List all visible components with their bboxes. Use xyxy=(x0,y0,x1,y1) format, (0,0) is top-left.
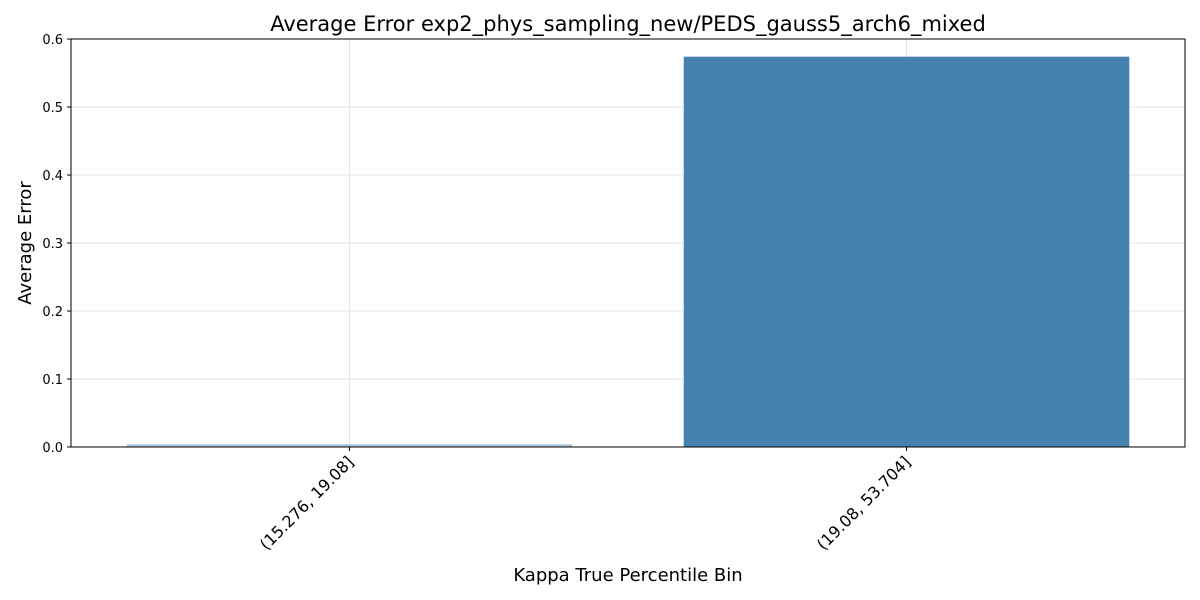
y-axis-label: Average Error xyxy=(15,181,36,305)
y-tick-label: 0.1 xyxy=(42,373,63,388)
bar xyxy=(683,56,1130,448)
y-tick-label: 0.0 xyxy=(42,441,63,456)
bar xyxy=(126,444,573,447)
x-tick-label: (19.08, 53.704] xyxy=(813,452,914,553)
bars xyxy=(126,56,1130,448)
y-tick-label: 0.2 xyxy=(42,305,63,320)
y-tick-label: 0.4 xyxy=(42,169,63,184)
chart-title: Average Error exp2_phys_sampling_new/PED… xyxy=(270,12,986,37)
x-axis-label: Kappa True Percentile Bin xyxy=(513,565,742,586)
x-tick-label: (15.276, 19.08] xyxy=(256,452,357,553)
y-tick-label: 0.3 xyxy=(42,237,63,252)
y-tick-label: 0.5 xyxy=(42,101,63,116)
y-tick-label: 0.6 xyxy=(42,33,63,48)
